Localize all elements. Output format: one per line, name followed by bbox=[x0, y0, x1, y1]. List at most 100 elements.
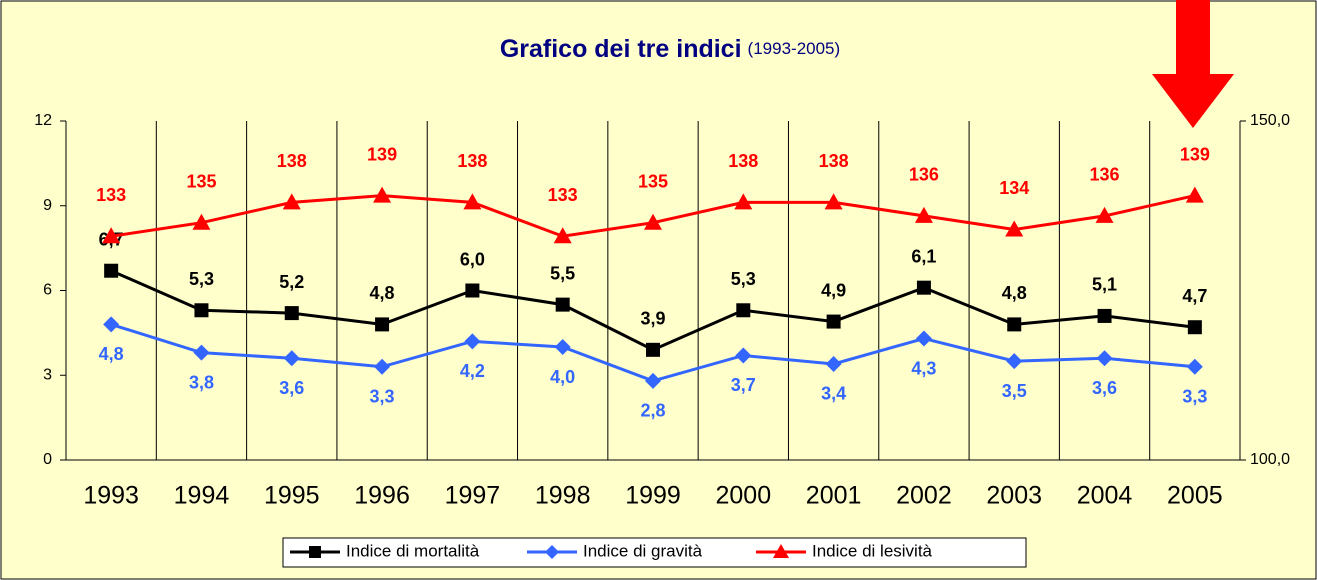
y-tick-label: 12 bbox=[34, 112, 52, 129]
data-label: 4,0 bbox=[550, 367, 575, 387]
marker bbox=[1005, 220, 1024, 237]
legend-label: Indice di gravità bbox=[583, 541, 703, 560]
marker bbox=[1007, 317, 1022, 332]
data-label: 4,9 bbox=[821, 280, 846, 300]
data-label: 6,0 bbox=[460, 249, 485, 269]
data-label: 139 bbox=[1180, 144, 1210, 164]
data-label: 138 bbox=[819, 151, 849, 171]
highlight-arrow bbox=[1152, 0, 1234, 128]
marker bbox=[1185, 186, 1204, 203]
data-label: 4,7 bbox=[1182, 286, 1207, 306]
data-label: 5,2 bbox=[279, 272, 304, 292]
x-tick-label: 1994 bbox=[174, 482, 230, 510]
data-label: 138 bbox=[728, 151, 758, 171]
marker bbox=[915, 330, 932, 347]
data-label: 6,1 bbox=[911, 246, 936, 266]
y2-tick-label: 100,0 bbox=[1250, 451, 1290, 468]
data-label: 3,3 bbox=[370, 387, 395, 407]
marker bbox=[465, 283, 480, 298]
y-tick-label: 9 bbox=[43, 197, 52, 214]
y-tick-label: 3 bbox=[43, 366, 52, 383]
marker bbox=[826, 314, 841, 329]
title: Grafico dei tre indici bbox=[500, 35, 742, 63]
marker bbox=[824, 193, 843, 210]
data-label: 3,8 bbox=[189, 372, 214, 392]
marker bbox=[545, 545, 559, 559]
data-label: 135 bbox=[638, 171, 668, 191]
subtitle: (1993-2005) bbox=[748, 39, 841, 58]
x-tick-label: 1993 bbox=[83, 482, 139, 510]
legend bbox=[282, 537, 1027, 568]
data-label: 5,3 bbox=[189, 269, 214, 289]
x-tick-label: 2001 bbox=[806, 482, 862, 510]
data-label: 138 bbox=[457, 151, 487, 171]
x-tick-label: 1997 bbox=[445, 482, 501, 510]
marker bbox=[103, 316, 120, 333]
data-label: 4,2 bbox=[460, 361, 485, 381]
x-tick-label: 2005 bbox=[1167, 482, 1223, 510]
marker bbox=[914, 206, 933, 223]
legend-label: Indice di mortalità bbox=[346, 541, 480, 560]
marker bbox=[644, 213, 662, 230]
marker bbox=[193, 344, 210, 361]
marker bbox=[736, 303, 751, 318]
data-label: 3,7 bbox=[731, 375, 756, 395]
x-tick-label: 2000 bbox=[715, 482, 771, 510]
marker bbox=[282, 193, 301, 210]
data-label: 3,5 bbox=[1002, 381, 1027, 401]
x-tick-label: 1995 bbox=[264, 482, 320, 510]
data-label: 5,5 bbox=[550, 263, 575, 283]
data-label: 136 bbox=[909, 165, 939, 185]
y2-tick-label: 150,0 bbox=[1250, 112, 1290, 129]
y-tick-label: 6 bbox=[43, 282, 52, 299]
marker bbox=[554, 339, 571, 355]
marker bbox=[1096, 350, 1113, 367]
marker bbox=[555, 297, 570, 312]
marker bbox=[646, 342, 660, 357]
marker bbox=[645, 372, 661, 389]
marker bbox=[284, 306, 299, 321]
data-label: 136 bbox=[1090, 165, 1120, 185]
data-label: 138 bbox=[277, 151, 307, 171]
marker bbox=[1095, 206, 1114, 223]
marker bbox=[104, 263, 119, 278]
marker bbox=[825, 355, 842, 372]
marker bbox=[374, 358, 391, 375]
marker bbox=[373, 186, 392, 203]
x-tick-label: 2003 bbox=[986, 482, 1042, 510]
x-tick-label: 1996 bbox=[354, 482, 410, 510]
x-tick-label: 2004 bbox=[1077, 482, 1133, 510]
marker bbox=[1006, 353, 1023, 370]
marker bbox=[283, 350, 300, 367]
x-tick-label: 1999 bbox=[625, 482, 681, 510]
marker bbox=[735, 347, 752, 364]
data-label: 3,3 bbox=[1182, 387, 1207, 407]
marker bbox=[734, 193, 753, 210]
marker bbox=[309, 546, 321, 558]
marker bbox=[194, 303, 209, 318]
data-label: 135 bbox=[186, 171, 216, 191]
y-tick-label: 0 bbox=[43, 451, 52, 468]
marker bbox=[916, 280, 931, 295]
data-label: 3,4 bbox=[821, 384, 846, 404]
data-label: 4,8 bbox=[370, 283, 395, 303]
data-label: 2,8 bbox=[640, 401, 665, 421]
marker bbox=[1186, 358, 1203, 375]
marker bbox=[553, 227, 572, 244]
data-label: 3,9 bbox=[640, 309, 665, 329]
data-label: 139 bbox=[367, 144, 397, 164]
data-label: 4,8 bbox=[99, 344, 124, 364]
marker bbox=[464, 333, 481, 350]
data-label: 4,3 bbox=[911, 358, 936, 378]
chart-title: Grafico dei tre indici (1993-2005) bbox=[500, 35, 840, 63]
marker bbox=[102, 227, 121, 244]
x-tick-label: 2002 bbox=[896, 482, 952, 510]
data-label: 133 bbox=[548, 185, 578, 205]
data-label: 3,6 bbox=[279, 378, 304, 398]
marker bbox=[192, 213, 211, 230]
legend-label: Indice di lesività bbox=[812, 541, 933, 560]
data-label: 4,8 bbox=[1002, 283, 1027, 303]
marker bbox=[1187, 320, 1202, 335]
